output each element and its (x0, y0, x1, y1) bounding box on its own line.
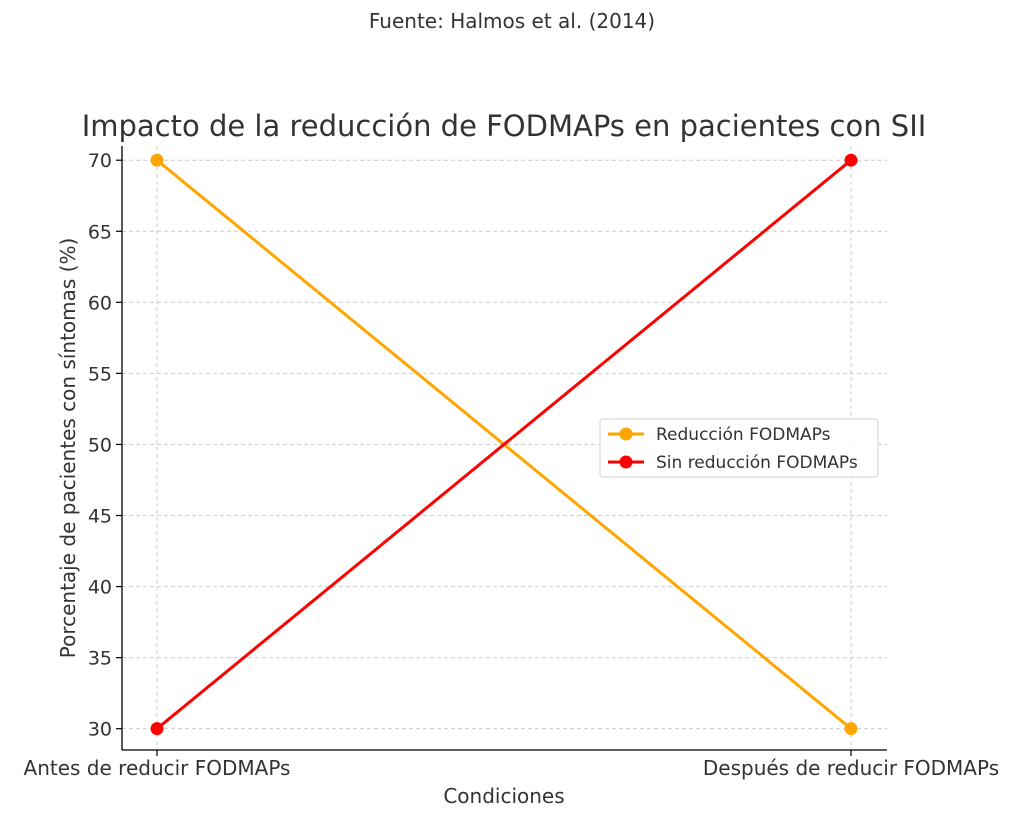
source-note: Fuente: Halmos et al. (2014) (369, 9, 655, 33)
legend-box (599, 418, 879, 478)
series-line (156, 159, 852, 730)
y-tick-label: 70 (88, 150, 112, 172)
y-tick-label: 55 (88, 363, 112, 385)
x-tick-label: Después de reducir FODMAPs (703, 756, 999, 780)
legend-label: Sin reducción FODMAPs (656, 453, 858, 473)
data-point (150, 153, 164, 167)
legend: Reducción FODMAPs Sin reducción FODMAPs (599, 418, 879, 478)
legend-swatch-marker (619, 455, 633, 469)
y-tick-label: 60 (88, 292, 112, 314)
y-axis-label: Porcentaje de pacientes con síntomas (%) (56, 238, 80, 659)
legend-swatch-marker (619, 427, 633, 441)
y-tick-label: 45 (88, 506, 112, 528)
x-axis-label: Condiciones (443, 784, 564, 808)
data-point (844, 722, 858, 736)
y-tick-label: 30 (88, 719, 112, 741)
y-ticks: 30 35 40 45 50 55 60 65 70 (88, 150, 122, 741)
chart-title: Impacto de la reducción de FODMAPs en pa… (82, 109, 927, 143)
data-point (844, 153, 858, 167)
x-ticks: Antes de reducir FODMAPs Después de reduc… (24, 750, 999, 780)
data-point (150, 722, 164, 736)
y-tick-label: 40 (88, 577, 112, 599)
series-2 (150, 153, 858, 736)
axes (121, 146, 887, 751)
x-tick-label: Antes de reducir FODMAPs (24, 756, 291, 780)
series-layer (150, 153, 858, 736)
legend-label: Reducción FODMAPs (656, 425, 831, 445)
y-tick-label: 50 (88, 434, 112, 456)
y-tick-label: 65 (88, 221, 112, 243)
y-tick-label: 35 (88, 648, 112, 670)
